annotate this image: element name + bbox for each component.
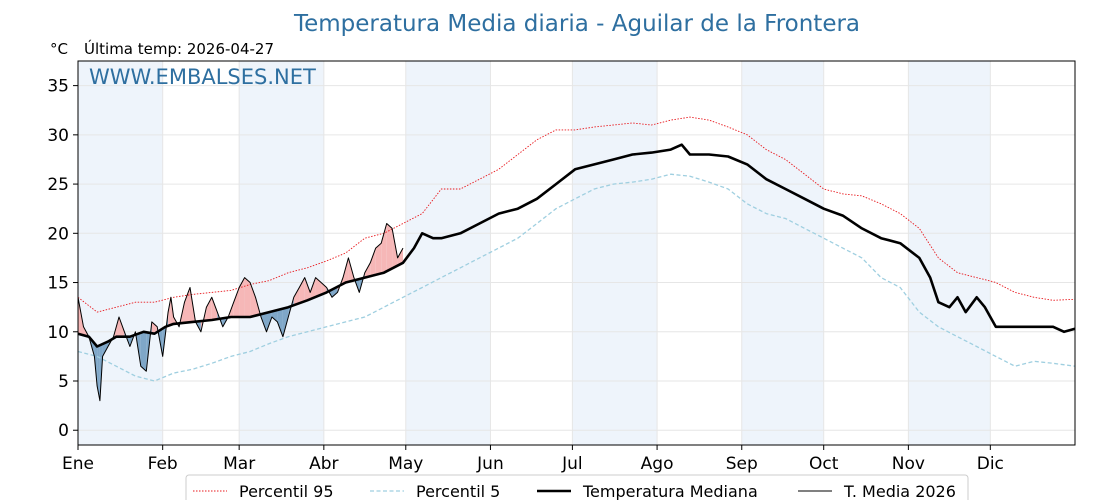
x-tick-label-nov: Nov: [892, 454, 925, 474]
x-tick-label-ene: Ene: [62, 454, 94, 474]
above-median-fill: [211, 297, 218, 320]
month-band-mar: [239, 61, 324, 445]
series-line-t-media-2026: [77, 223, 404, 402]
y-tick-label: 5: [58, 372, 69, 392]
month-band-sep: [741, 61, 824, 445]
y-tick-label: 25: [47, 175, 69, 195]
above-median-fill: [364, 262, 371, 278]
x-tick-label-dic: Dic: [977, 454, 1004, 474]
above-median-fill: [250, 282, 256, 317]
series-line-temperatura-mediana: [77, 143, 1076, 348]
x-tick-label-sep: Sep: [726, 454, 758, 474]
y-tick-label: 20: [47, 224, 69, 244]
above-median-fill: [381, 223, 387, 274]
x-axis: Ene Feb Mar Abr May Jun Jul Ago Sep Oct Nov Dic: [62, 445, 1004, 474]
above-median-fill: [299, 277, 305, 304]
above-median-fill: [304, 277, 311, 302]
legend-label: T. Media 2026: [843, 482, 956, 500]
y-tick-label: 0: [58, 421, 69, 441]
x-tick-label-mar: Mar: [223, 454, 255, 474]
y-tick-label: 15: [47, 274, 69, 294]
above-median-fill: [206, 297, 212, 321]
above-median-fill: [293, 287, 300, 306]
legend: Percentil 95 Percentil 5 Temperatura Media…: [185, 474, 969, 500]
below-median-fill: [271, 310, 278, 322]
above-median-fill: [151, 321, 158, 334]
y-axis: 0 5 10 15 20 25 30 35: [47, 77, 78, 441]
y-tick-label: 10: [47, 323, 69, 343]
below-median-fill: [282, 307, 289, 337]
grid-lines: [77, 61, 1075, 445]
x-tick-label-ago: Ago: [641, 454, 674, 474]
last-temp-label: Última temp: 2026-04-27: [84, 39, 274, 58]
series-line-percentil-95: [77, 116, 1076, 313]
x-tick-label-jun: Jun: [476, 454, 504, 474]
legend-box: [185, 474, 969, 500]
above-median-fill: [239, 277, 245, 317]
above-median-fill: [375, 243, 382, 275]
y-tick-label: 30: [47, 126, 69, 146]
above-median-fill: [370, 248, 376, 277]
x-tick-label-oct: Oct: [809, 454, 839, 474]
month-band-nov: [908, 61, 991, 445]
above-median-fill: [168, 297, 171, 326]
below-median-fill: [277, 308, 283, 337]
chart-title: Temperatura Media diaria - Aguilar de la…: [293, 11, 860, 37]
month-band-may: [405, 61, 491, 445]
below-median-fill: [140, 332, 147, 372]
month-band-jul: [572, 61, 658, 445]
x-tick-label-feb: Feb: [148, 454, 178, 474]
legend-label: Percentil 95: [239, 482, 334, 500]
unit-label: °C: [50, 40, 68, 58]
x-tick-label-may: May: [388, 454, 423, 474]
above-median-fill: [386, 223, 393, 272]
legend-label: Percentil 5: [416, 482, 500, 500]
x-tick-label-jul: Jul: [561, 454, 583, 474]
above-median-fill: [397, 248, 403, 266]
x-tick-label-abr: Abr: [309, 454, 338, 474]
below-median-fill: [97, 345, 100, 401]
below-median-fill: [102, 341, 108, 357]
above-median-fill: [315, 277, 322, 297]
series-lines: [77, 116, 1076, 402]
watermark: WWW.EMBALSES.NET: [89, 65, 316, 89]
above-median-fill: [244, 277, 251, 317]
month-band-ene: [78, 61, 163, 445]
series-line-percentil-5: [77, 173, 1076, 382]
plot-frame: [77, 60, 1076, 446]
y-tick-label: 35: [47, 77, 69, 97]
above-median-fill: [184, 287, 190, 323]
above-median-fill: [310, 277, 316, 300]
above-median-fill: [233, 287, 240, 317]
legend-label: Temperatura Mediana: [582, 482, 758, 500]
